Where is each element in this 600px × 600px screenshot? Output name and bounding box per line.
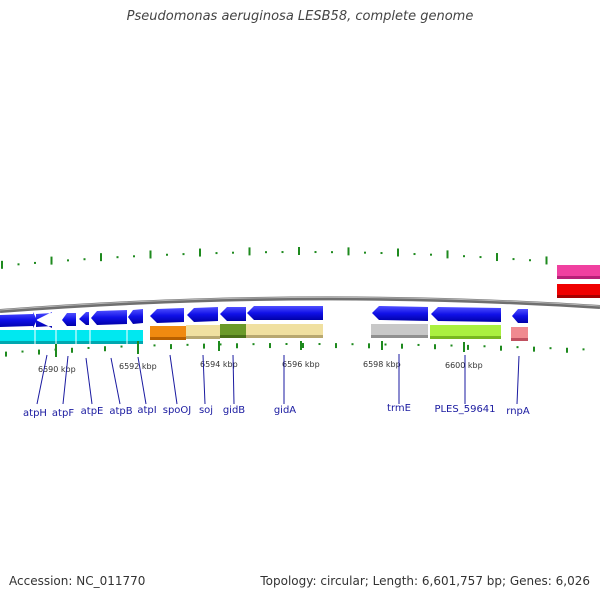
position-markers: 6590 kbp 6592 kbp 6594 kbp 6596 kbp 6598… <box>38 341 483 374</box>
feature-edge-pink[interactable] <box>557 265 600 279</box>
feature-rnpA[interactable] <box>511 327 528 341</box>
feature-gidA[interactable] <box>246 324 323 338</box>
position-marker-label: 6590 kbp <box>38 365 76 374</box>
gene-label-atpI[interactable]: atpI <box>137 405 156 416</box>
gene-arrow-soj[interactable] <box>187 307 218 322</box>
gene-arrow-atpH[interactable] <box>0 312 37 328</box>
gene-arrow-gidA[interactable] <box>247 306 323 320</box>
gene-label-atpE[interactable]: atpE <box>81 406 104 417</box>
gene-arrow-atpF[interactable] <box>36 312 52 328</box>
gene-label-leaders <box>36 354 520 405</box>
gc-skew-ticks-outer <box>1 247 548 269</box>
feature-edge-red[interactable] <box>557 284 600 298</box>
position-marker-label: 6598 kbp <box>363 360 401 369</box>
gene-arrow-atpE[interactable] <box>62 313 76 326</box>
gene-arrow-atpB[interactable] <box>79 312 89 325</box>
position-marker-label: 6596 kbp <box>282 360 320 369</box>
gene-arrow-atpI[interactable] <box>91 310 127 325</box>
genome-summary-text: Topology: circular; Length: 6,601,757 bp… <box>260 574 590 588</box>
feature-trmE[interactable] <box>371 324 428 338</box>
gene-labels: atpH atpF atpE atpB atpI spoOJ soj gidB … <box>23 403 530 419</box>
genome-backbone <box>0 296 600 313</box>
gene-arrow-rnpA[interactable] <box>512 309 528 323</box>
accession-text: Accession: NC_011770 <box>9 574 146 588</box>
gene-label-atpB[interactable]: atpB <box>109 406 132 417</box>
gene-label-spoOJ[interactable]: spoOJ <box>163 405 192 416</box>
feature-atp-operon[interactable] <box>0 330 143 344</box>
feature-soj[interactable] <box>186 325 220 339</box>
gene-label-gidB[interactable]: gidB <box>223 405 245 416</box>
gene-arrow-trmE[interactable] <box>372 306 428 321</box>
gene-label-atpH[interactable]: atpH <box>23 408 47 419</box>
cog-feature-track <box>0 324 528 344</box>
gene-label-soj[interactable]: soj <box>199 405 213 416</box>
gene-label-rnpA[interactable]: rnpA <box>506 406 530 417</box>
gene-arrow-PLES_59641[interactable] <box>431 307 501 322</box>
gene-arrow-gidB[interactable] <box>220 307 246 321</box>
position-marker-label: 6594 kbp <box>200 360 238 369</box>
position-marker-label: 6600 kbp <box>445 361 483 370</box>
forward-genes-track <box>0 306 528 328</box>
feature-PLES_59641[interactable] <box>430 325 501 339</box>
gene-label-atpF[interactable]: atpF <box>52 408 74 419</box>
gene-label-gidA[interactable]: gidA <box>274 405 296 416</box>
gene-label-PLES_59641[interactable]: PLES_59641 <box>434 404 495 415</box>
position-marker-label: 6592 kbp <box>119 362 157 371</box>
feature-spoOJ[interactable] <box>150 326 186 340</box>
gene-label-trmE[interactable]: trmE <box>387 403 411 414</box>
gene-arrow-spoOJ[interactable] <box>150 308 184 323</box>
feature-gidB[interactable] <box>220 324 246 338</box>
gc-skew-ticks-inner <box>5 343 585 357</box>
gene-arrow-spoOJ-small[interactable] <box>128 309 143 324</box>
map-title: Pseudomonas aeruginosa LESB58, complete … <box>126 9 474 24</box>
